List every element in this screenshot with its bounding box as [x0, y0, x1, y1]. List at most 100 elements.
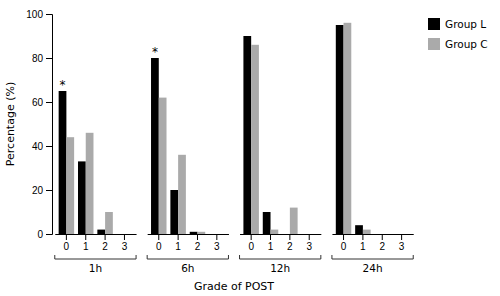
legend-item: Group C: [428, 38, 488, 50]
x-tick-label: 0: [64, 241, 70, 252]
x-axis: 0123: [148, 234, 229, 252]
x-tick: 0: [341, 234, 347, 252]
bar-series: [59, 25, 363, 234]
x-tick: 0: [64, 234, 70, 252]
x-tick-mark: [309, 234, 310, 240]
x-tick-mark: [401, 234, 402, 240]
x-axis-title: Grade of POST: [194, 280, 274, 293]
x-tick-mark: [270, 234, 271, 240]
y-tick-label: 20: [32, 185, 44, 196]
x-tick-mark: [216, 234, 217, 240]
x-tick-mark: [251, 234, 252, 240]
legend-label: Group L: [445, 18, 486, 30]
x-tick-label: 2: [287, 241, 293, 252]
y-tick-mark: [46, 102, 52, 103]
y-tick-mark: [46, 58, 52, 59]
x-tick-label: 2: [102, 241, 108, 252]
x-axis: 0 1 2 3: [55, 234, 136, 252]
x-axis: 0 1 2 3: [332, 234, 413, 252]
x-tick: 1: [83, 234, 89, 252]
x-tick: 2: [287, 234, 293, 252]
bar: [170, 190, 178, 234]
x-tick-label: 1: [268, 241, 274, 252]
x-tick: 3: [122, 234, 128, 252]
group-label: 1h: [89, 262, 102, 274]
legend: Group L Group C: [428, 18, 488, 50]
x-tick-label: 3: [122, 241, 128, 252]
legend-label: Group C: [445, 38, 488, 50]
group-label: 12h: [270, 262, 290, 274]
bar: [394, 234, 402, 235]
y-tick-label: 100: [26, 9, 43, 20]
x-tick-mark: [382, 234, 383, 240]
bar: [271, 230, 279, 234]
bars: [59, 23, 371, 234]
bar-series: [66, 23, 370, 234]
y-tick-label: 80: [32, 53, 44, 64]
y-tick-mark: [46, 190, 52, 191]
x-tick-label: 0: [156, 241, 162, 252]
y-tick-mark: [46, 146, 52, 147]
legend-item: Group L: [428, 18, 486, 30]
y-tick: 80: [32, 53, 52, 64]
x-tick-label: 1: [360, 241, 366, 252]
annotation: *: [60, 78, 66, 92]
bar: [217, 234, 225, 235]
x-axis: 0 1 2 3: [240, 234, 321, 252]
x-tick-label: 2: [379, 241, 385, 252]
x-tick: 3: [399, 234, 405, 252]
bar: [243, 36, 251, 234]
bar: [402, 234, 410, 235]
x-tick-mark: [85, 234, 86, 240]
bar: [66, 137, 74, 234]
legend-swatch: [428, 38, 440, 50]
bar: [86, 133, 94, 234]
y-axis: 0 20 40 60 80 100: [26, 9, 52, 240]
group-bracket: [332, 255, 413, 259]
bar: [124, 234, 132, 235]
bar: [382, 234, 390, 235]
bar: [355, 225, 363, 234]
x-tick: 2: [195, 234, 201, 252]
y-tick-label: 0: [37, 229, 43, 240]
bar: [178, 155, 186, 234]
x-tick-mark: [66, 234, 67, 240]
bar: [209, 234, 217, 235]
bar: [97, 230, 105, 234]
x-tick: 2: [102, 234, 108, 252]
y-axis-line: [46, 15, 53, 235]
bar: [344, 23, 352, 234]
x-tick-mark: [362, 234, 363, 240]
x-tick-label: 2: [195, 241, 201, 252]
x-tick-label: 0: [248, 241, 254, 252]
y-tick: 100: [26, 9, 52, 20]
bar: [197, 232, 205, 234]
x-tick-label: 1: [175, 241, 181, 252]
x-tick-label: 0: [341, 241, 347, 252]
x-tick-mark: [343, 234, 344, 240]
bar: [78, 161, 86, 234]
x-tick: 0: [156, 234, 162, 252]
y-axis-title: Percentage (%): [4, 82, 17, 166]
y-tick-mark: [46, 234, 52, 235]
bar: [309, 234, 317, 235]
x-tick: 0: [248, 234, 254, 252]
x-tick-label: 3: [399, 241, 405, 252]
bar: [105, 212, 113, 234]
y-tick-label: 40: [32, 141, 44, 152]
group-bracket: [55, 255, 136, 259]
bar: [290, 208, 298, 234]
bar: [336, 25, 344, 234]
x-tick-mark: [178, 234, 179, 240]
y-tick: 40: [32, 141, 52, 152]
chart: 02040608010001231h01236h012312h012324h**…: [0, 0, 500, 296]
legend-swatch: [428, 18, 440, 30]
y-tick: 60: [32, 97, 52, 108]
y-tick: 20: [32, 185, 52, 196]
x-tick: 3: [306, 234, 312, 252]
annotation: *: [152, 45, 158, 59]
bar: [151, 58, 159, 234]
x-tick-mark: [105, 234, 106, 240]
x-tick-mark: [124, 234, 125, 240]
x-tick-label: 1: [83, 241, 89, 252]
